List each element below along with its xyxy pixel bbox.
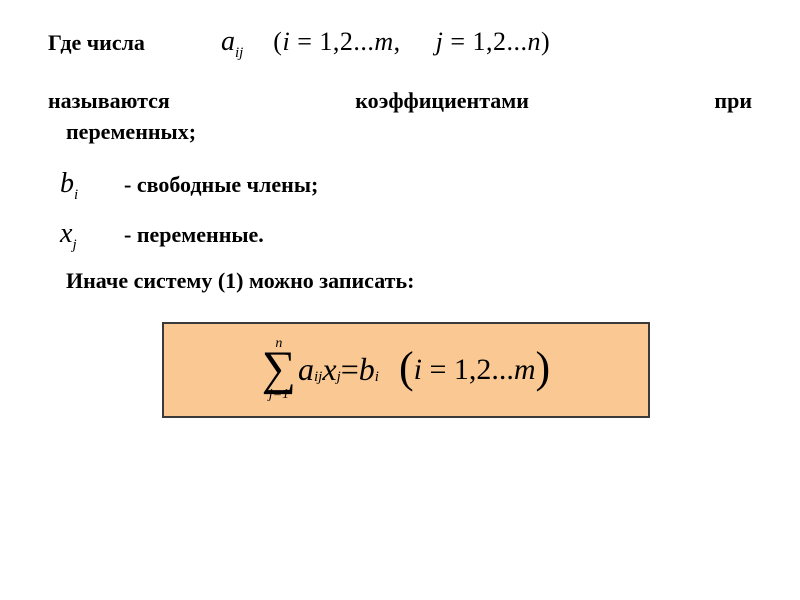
line-where-numbers: Где числа a ij (i = 1,2...m, j = 1,2...n… (48, 26, 752, 58)
summation-formula: n ∑ j=1 aijxj = bi ( i = 1,2...m ) (262, 337, 550, 403)
sigma-glyph: ∑ (262, 349, 296, 390)
a-ij-expression: a ij (i = 1,2...m, j = 1,2...n) (221, 26, 550, 58)
otherwise-line: Иначе систему (1) можно записать: (48, 268, 752, 294)
symbol-b: bi (48, 168, 118, 200)
lead-text: Где числа (48, 30, 145, 56)
term-b: b (359, 351, 375, 388)
sigma-icon: n ∑ j=1 (262, 337, 296, 403)
i-range: ( i = 1,2...m ) (399, 344, 550, 395)
def-b-text: - свободные члены; (124, 172, 318, 198)
word-coefficients: коэффициентами (355, 86, 529, 117)
symbol-a: a (221, 26, 235, 58)
equals: = (341, 351, 359, 388)
def-x-text: - переменные. (124, 222, 264, 248)
word-called: называются (48, 86, 170, 117)
def-b: bi - свободные члены; (48, 168, 752, 200)
justified-row: называются коэффициентами при (48, 86, 752, 117)
term-x: x (322, 351, 336, 388)
subscript-ij: ij (235, 45, 243, 62)
formula-box: n ∑ j=1 aijxj = bi ( i = 1,2...m ) (162, 322, 650, 418)
called-coefficients-line: называются коэффициентами при переменных… (48, 86, 752, 148)
term-a: a (298, 351, 314, 388)
word-at: при (714, 86, 752, 117)
slide: Где числа a ij (i = 1,2...m, j = 1,2...n… (0, 0, 800, 600)
symbol-x: xj (48, 218, 118, 250)
def-x: xj - переменные. (48, 218, 752, 250)
word-variables: переменных; (48, 117, 752, 148)
index-range: (i = 1,2...m, j = 1,2...n) (273, 27, 550, 57)
